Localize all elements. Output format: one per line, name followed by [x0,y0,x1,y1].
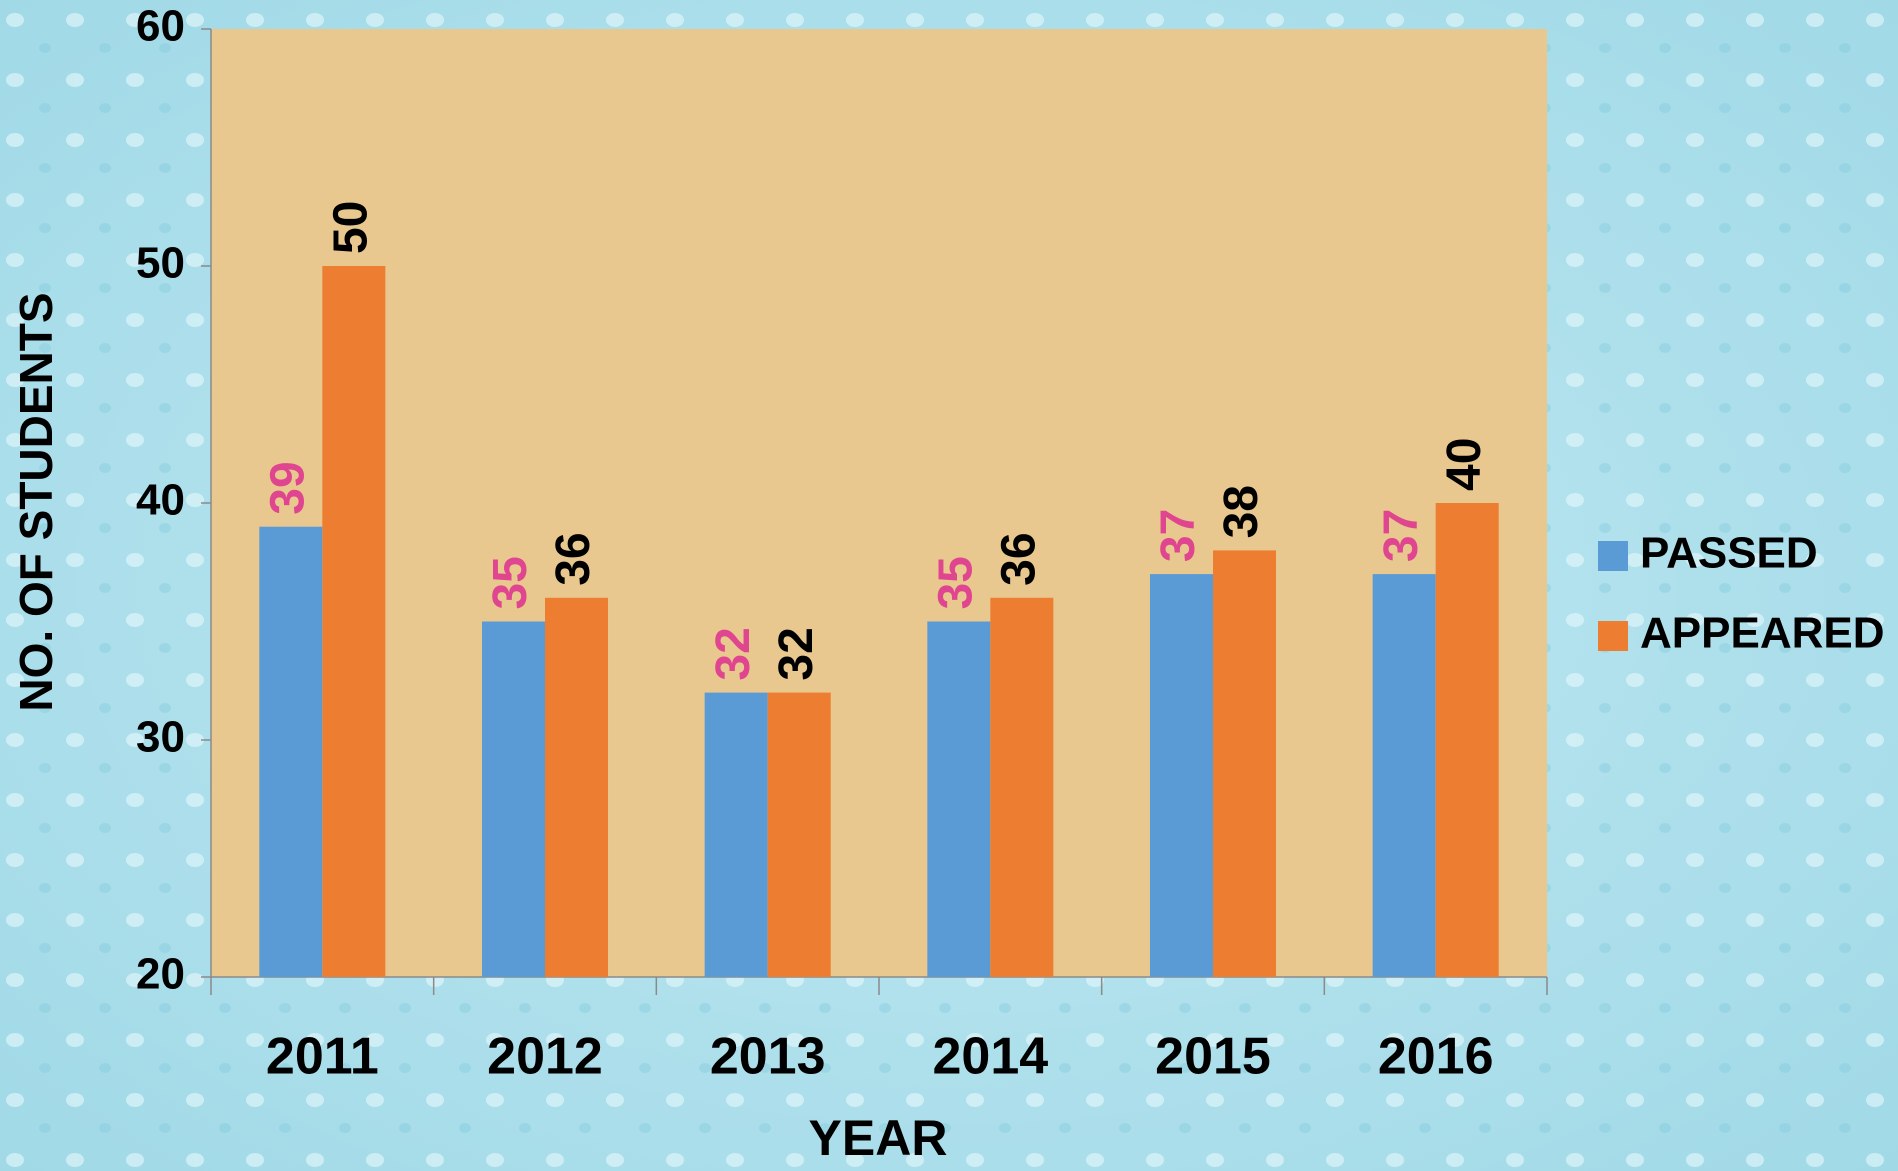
data-label: 50 [325,201,378,254]
data-label: 39 [261,461,314,514]
x-tick-label: 2012 [487,1028,603,1086]
data-label: 36 [547,532,600,585]
x-axis-title: YEAR [809,1110,948,1166]
x-tick-label: 2013 [710,1028,826,1086]
y-tick-label: 50 [136,239,185,288]
x-tick-label: 2014 [932,1028,1048,1086]
data-label: 35 [929,556,982,609]
bar [927,621,991,977]
bar [1213,550,1277,977]
bar [990,597,1054,977]
data-label: 38 [1215,485,1268,538]
x-tick-label: 2016 [1378,1028,1494,1086]
y-tick-label: 60 [136,2,185,51]
data-label: 40 [1438,438,1491,491]
legend-swatch [1598,541,1628,571]
bar [1372,574,1436,977]
y-tick-label: 40 [136,476,185,525]
legend-label: APPEARED [1640,609,1885,658]
bar [481,621,545,977]
x-tick-label: 2015 [1155,1028,1271,1086]
data-label: 36 [993,532,1046,585]
y-axis-title: NO. OF STUDENTS [10,292,62,711]
y-tick-label: 20 [136,950,185,999]
legend-label: PASSED [1640,529,1818,578]
y-tick-label: 30 [136,713,185,762]
data-label: 37 [1375,509,1428,562]
plot-area [211,29,1547,977]
data-label: 32 [770,627,823,680]
bar [545,597,609,977]
x-tick-label: 2011 [266,1028,379,1086]
data-label: 32 [707,627,760,680]
bar [1149,574,1213,977]
bar [767,692,831,977]
bar [322,266,386,977]
bar [704,692,768,977]
data-label: 35 [484,556,537,609]
bar [259,526,323,977]
legend-swatch [1598,621,1628,651]
bar [1435,503,1499,977]
data-label: 37 [1152,509,1205,562]
